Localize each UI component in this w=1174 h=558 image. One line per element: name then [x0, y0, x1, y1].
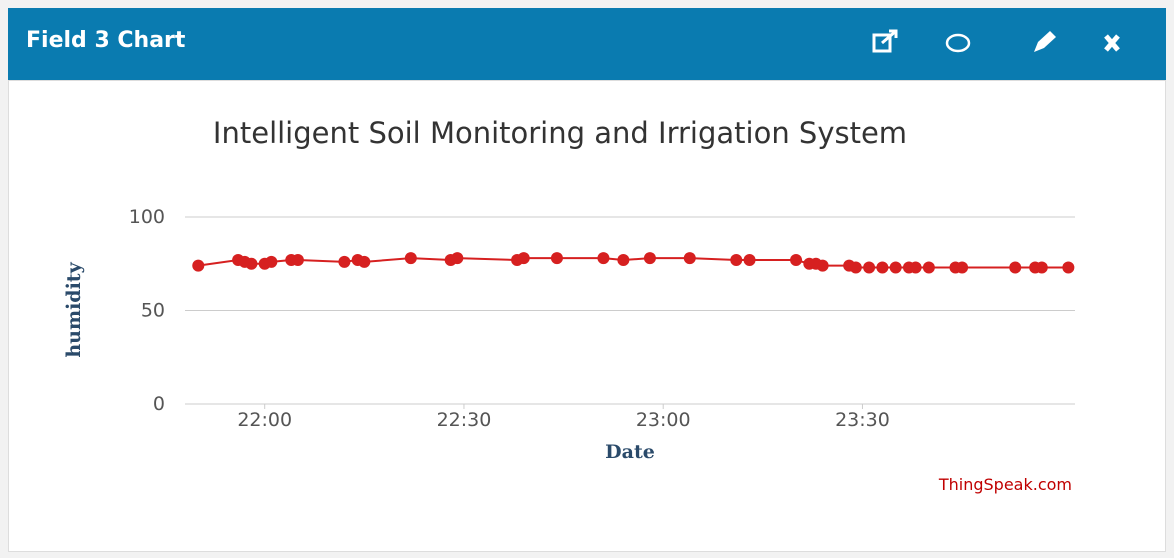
credit: ThingSpeak.com	[938, 475, 1072, 494]
data-point	[863, 261, 876, 274]
data-point	[922, 261, 935, 274]
data-point	[517, 252, 530, 265]
data-point	[683, 252, 696, 265]
data-point	[404, 252, 417, 265]
data-point	[816, 259, 829, 272]
edit-icon[interactable]	[1034, 31, 1056, 52]
data-point	[451, 252, 464, 265]
data-point	[743, 254, 756, 267]
data-point	[956, 261, 969, 274]
data-point	[1062, 261, 1075, 274]
x-axis-label: Date	[605, 441, 655, 463]
data-point	[338, 255, 351, 268]
data-point	[358, 255, 371, 268]
header-icons	[872, 29, 1120, 53]
data-point	[245, 257, 258, 270]
data-point	[192, 259, 205, 272]
data-point	[790, 254, 803, 267]
data-point	[1035, 261, 1048, 274]
data-point	[550, 252, 563, 265]
close-icon[interactable]	[1104, 34, 1120, 52]
x-tick-label: 23:30	[835, 409, 890, 431]
x-tick-label: 22:30	[437, 409, 492, 431]
data-point	[730, 254, 743, 267]
chart-title: Intelligent Soil Monitoring and Irrigati…	[212, 116, 908, 150]
comment-icon[interactable]	[945, 33, 971, 53]
data-point	[617, 254, 630, 267]
x-tick-label: 23:00	[636, 409, 691, 431]
data-point	[291, 254, 304, 267]
x-tick-label: 22:00	[237, 409, 292, 431]
y-tick-label: 0	[153, 393, 165, 415]
data-point	[597, 252, 610, 265]
header: Field 3 Chart	[8, 8, 1166, 80]
data-point	[876, 261, 889, 274]
header-title: Field 3 Chart	[26, 28, 186, 53]
data-point	[889, 261, 902, 274]
y-tick-label: 100	[129, 206, 165, 228]
y-tick-label: 50	[141, 300, 165, 322]
series-line	[198, 257, 1069, 269]
data-point	[1009, 261, 1022, 274]
data-point	[849, 261, 862, 274]
data-point	[265, 255, 278, 268]
open-icon[interactable]	[872, 29, 898, 53]
data-point	[909, 261, 922, 274]
data-point	[643, 252, 656, 265]
y-axis-label: humidity	[63, 261, 85, 357]
card	[8, 80, 1166, 552]
